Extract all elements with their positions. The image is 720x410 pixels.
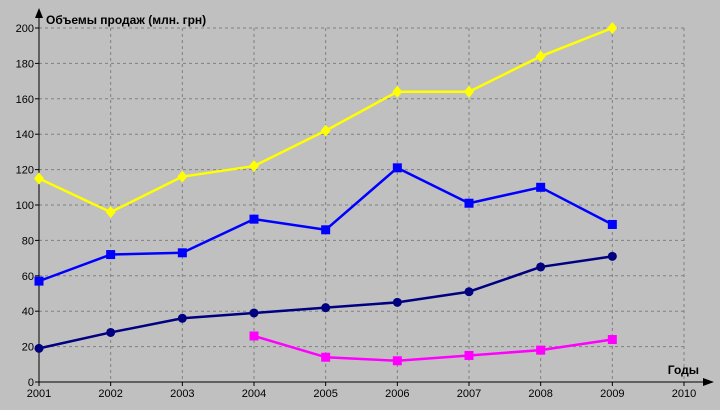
grid-lines	[39, 27, 685, 382]
x-axis-arrow	[703, 378, 714, 386]
y-axis-label: Объемы продаж (млн. грн)	[46, 13, 206, 27]
data-point	[392, 356, 402, 366]
series-2	[34, 163, 617, 286]
y-tick-label: 80	[22, 235, 34, 247]
x-tick-label: 2007	[457, 388, 481, 400]
data-point	[536, 345, 546, 355]
x-tick-label: 2009	[600, 388, 624, 400]
y-tick-label: 200	[16, 23, 34, 35]
y-axis-arrow	[35, 8, 43, 18]
data-point	[34, 172, 44, 185]
data-point	[464, 287, 474, 297]
y-tick-label: 100	[16, 200, 34, 212]
x-tick-label: 2010	[672, 388, 696, 400]
data-point	[106, 250, 116, 260]
data-point	[392, 163, 402, 173]
data-point	[392, 85, 403, 98]
x-tick-labels: 2001 2002 2003 2004 2005 2006 2007 2008 2009 2010	[27, 388, 696, 400]
series-3	[34, 251, 617, 353]
series-4	[249, 331, 617, 366]
data-point	[177, 170, 188, 183]
data-point	[607, 22, 618, 34]
x-tick-label: 2005	[313, 388, 337, 400]
y-tick-label: 0	[28, 377, 34, 389]
data-point	[464, 350, 474, 360]
y-tick-label: 160	[16, 94, 34, 106]
data-point	[607, 335, 617, 345]
data-point	[464, 198, 474, 208]
y-tick-label: 40	[22, 306, 34, 318]
data-series	[34, 22, 618, 366]
series-line	[253, 334, 613, 363]
x-tick-label: 2003	[170, 388, 194, 400]
data-point	[607, 219, 617, 229]
data-point	[535, 50, 546, 63]
x-axis-label: Годы	[668, 363, 699, 377]
x-tick-label: 2002	[98, 388, 122, 400]
y-tick-labels: 0 20 40 60 80 100 120 140 160 180 200	[16, 23, 34, 389]
x-tick-label: 2008	[528, 388, 552, 400]
x-tick-label: 2004	[242, 388, 266, 400]
data-point	[320, 124, 331, 137]
series-1	[34, 22, 618, 219]
axes	[35, 8, 714, 386]
data-point	[177, 248, 187, 258]
x-tick-label: 2001	[27, 388, 51, 400]
y-tick-label: 120	[16, 165, 34, 177]
data-point	[321, 225, 331, 235]
y-tick-label: 20	[22, 342, 34, 354]
data-point	[321, 303, 331, 313]
data-point	[106, 327, 116, 337]
data-point	[464, 85, 474, 98]
data-point	[249, 308, 259, 318]
data-point	[34, 343, 44, 353]
y-tick-label: 140	[16, 129, 34, 141]
data-point	[249, 331, 259, 341]
data-point	[249, 160, 259, 173]
data-point	[34, 276, 44, 286]
data-point	[249, 214, 259, 224]
y-tick-label: 60	[22, 271, 34, 283]
data-point	[536, 262, 546, 272]
x-tick-label: 2006	[385, 388, 409, 400]
data-point	[105, 206, 116, 219]
data-point	[392, 297, 402, 307]
data-point	[321, 352, 331, 362]
data-point	[177, 313, 187, 323]
y-tick-label: 180	[16, 58, 34, 70]
data-point	[536, 182, 546, 192]
data-point	[607, 251, 617, 261]
